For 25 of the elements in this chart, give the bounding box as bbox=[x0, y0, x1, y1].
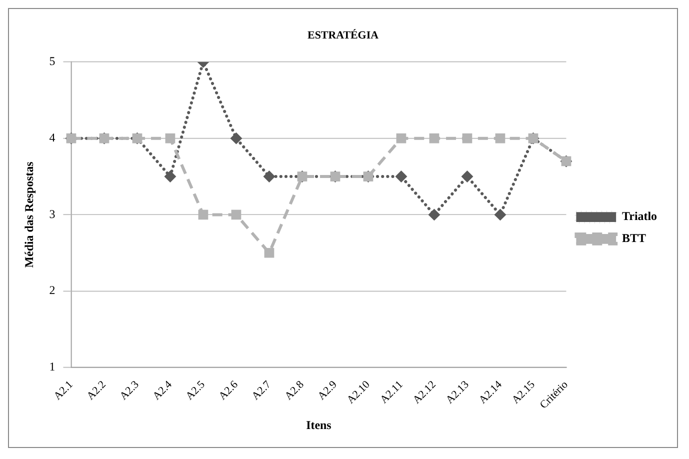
y-tick-label: 4 bbox=[49, 130, 56, 144]
point bbox=[461, 170, 474, 182]
point bbox=[263, 170, 276, 182]
y-tick-label: 1 bbox=[49, 360, 56, 374]
y-tick-label: 2 bbox=[49, 283, 56, 298]
point bbox=[429, 133, 440, 144]
point bbox=[462, 133, 472, 144]
legend-label: Triatlo bbox=[622, 209, 658, 224]
y-tick-label: 3 bbox=[49, 206, 56, 221]
y-tick-label: 5 bbox=[49, 54, 56, 68]
point bbox=[428, 208, 440, 221]
x-axis-title: Itens bbox=[306, 418, 332, 432]
point bbox=[495, 133, 506, 144]
point bbox=[164, 170, 176, 182]
point bbox=[396, 133, 406, 144]
point bbox=[230, 132, 242, 144]
point bbox=[165, 133, 176, 144]
chart-title: ESTRATÉGIA bbox=[308, 28, 379, 42]
point bbox=[198, 210, 208, 220]
point bbox=[264, 248, 274, 258]
point bbox=[494, 208, 506, 221]
point bbox=[231, 210, 242, 220]
point bbox=[395, 170, 408, 182]
y-axis-title: Média das Respostas bbox=[22, 161, 36, 268]
legend-label: BTT bbox=[622, 231, 646, 246]
